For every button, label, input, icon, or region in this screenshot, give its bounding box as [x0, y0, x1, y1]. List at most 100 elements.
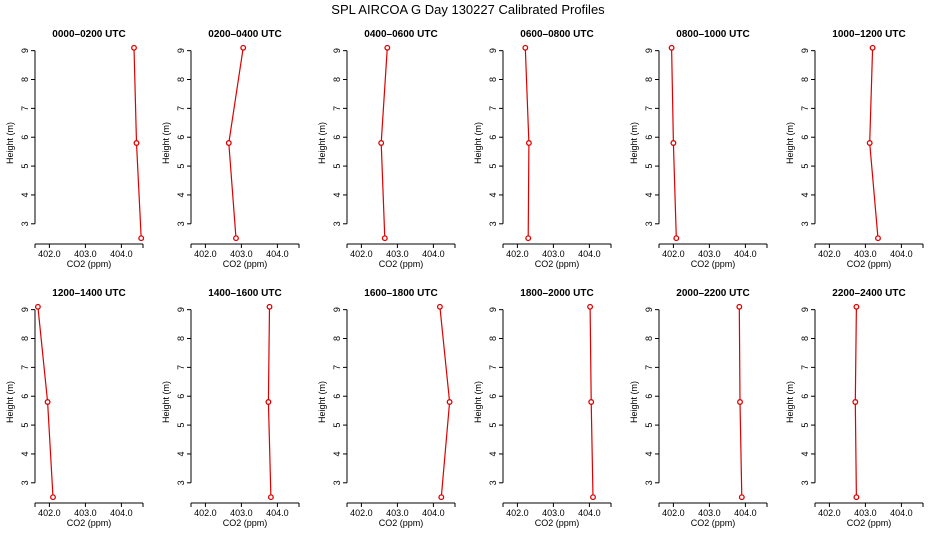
- profile-point: [50, 494, 56, 501]
- y-axis-label: Height (m): [473, 381, 483, 423]
- y-tick-label: 7: [20, 106, 30, 111]
- x-tick-label: 402.0: [194, 249, 217, 259]
- y-tick-label: 4: [332, 192, 342, 197]
- profile-point: [670, 140, 677, 146]
- y-tick-label: 3: [176, 221, 186, 226]
- y-tick-label: 8: [332, 77, 342, 82]
- x-axis-label: CO2 (ppm): [67, 518, 112, 528]
- y-tick-label: 5: [20, 423, 30, 428]
- y-tick-label: 3: [20, 221, 30, 226]
- x-axis-label: CO2 (ppm): [379, 518, 424, 528]
- y-tick-label: 6: [800, 135, 810, 140]
- y-tick-label: 7: [488, 365, 498, 370]
- y-tick-label: 5: [176, 164, 186, 169]
- profile-point: [853, 494, 860, 501]
- y-tick-label: 9: [332, 48, 342, 53]
- y-axis-label: Height (m): [785, 122, 795, 164]
- x-tick-label: 403.0: [74, 249, 97, 259]
- y-tick-label: 3: [644, 221, 654, 226]
- x-tick-label: 402.0: [818, 508, 841, 518]
- x-tick-label: 402.0: [506, 249, 529, 259]
- y-tick-label: 4: [800, 192, 810, 197]
- profile-point: [525, 235, 532, 242]
- y-tick-label: 5: [176, 423, 186, 428]
- y-tick-label: 5: [644, 423, 654, 428]
- profile-point: [869, 44, 876, 51]
- x-tick-label: 404.0: [110, 249, 133, 259]
- y-tick-label: 9: [800, 307, 810, 312]
- profile-point: [590, 494, 596, 501]
- y-tick-label: 5: [800, 164, 810, 169]
- y-tick-label: 7: [800, 365, 810, 370]
- x-tick-label: 402.0: [38, 508, 61, 518]
- y-tick-label: 6: [644, 135, 654, 140]
- profile-point: [138, 235, 145, 242]
- panel-title: 2200–2400 UTC: [832, 288, 905, 299]
- profile-point: [436, 303, 443, 310]
- y-tick-label: 8: [488, 336, 498, 341]
- profile-point: [673, 235, 680, 242]
- y-tick-label: 7: [176, 106, 186, 111]
- y-tick-label: 3: [176, 480, 186, 485]
- y-tick-label: 5: [20, 164, 30, 169]
- profile-point: [384, 44, 391, 51]
- x-tick-label: 403.0: [854, 249, 877, 259]
- profile-point: [875, 235, 881, 242]
- profile-point: [240, 44, 247, 51]
- y-tick-label: 6: [488, 135, 498, 140]
- profile-point: [853, 303, 860, 310]
- y-tick-label: 7: [332, 106, 342, 111]
- profile-point: [267, 494, 274, 501]
- x-tick-label: 402.0: [818, 249, 841, 259]
- x-tick-label: 404.0: [734, 249, 757, 259]
- y-tick-label: 9: [332, 307, 342, 312]
- y-tick-label: 5: [800, 423, 810, 428]
- y-tick-label: 5: [488, 423, 498, 428]
- y-tick-label: 7: [332, 365, 342, 370]
- y-tick-label: 3: [644, 480, 654, 485]
- x-axis-label: CO2 (ppm): [691, 259, 736, 269]
- y-tick-label: 4: [20, 192, 30, 197]
- y-axis-label: Height (m): [5, 381, 15, 423]
- y-tick-label: 9: [20, 307, 30, 312]
- y-axis-label: Height (m): [5, 122, 15, 164]
- x-tick-label: 403.0: [542, 249, 565, 259]
- y-tick-label: 9: [488, 48, 498, 53]
- y-axis-label: Height (m): [161, 381, 171, 423]
- x-tick-label: 402.0: [38, 249, 61, 259]
- y-tick-label: 6: [176, 135, 186, 140]
- y-tick-label: 8: [176, 336, 186, 341]
- y-tick-label: 4: [176, 192, 186, 197]
- profile-point: [587, 303, 594, 310]
- profile-point: [866, 140, 873, 146]
- x-tick-label: 403.0: [698, 508, 721, 518]
- y-tick-label: 3: [488, 480, 498, 485]
- y-tick-label: 9: [176, 307, 186, 312]
- x-axis-label: CO2 (ppm): [379, 259, 424, 269]
- profile-point: [34, 303, 41, 310]
- y-tick-label: 6: [20, 135, 30, 140]
- panel-title: 0200–0400 UTC: [208, 29, 281, 40]
- profile-point: [265, 399, 272, 405]
- y-tick-label: 8: [488, 77, 498, 82]
- y-tick-label: 4: [488, 451, 498, 456]
- profile-point: [381, 235, 388, 242]
- x-axis-label: CO2 (ppm): [691, 518, 736, 528]
- x-tick-label: 404.0: [578, 249, 601, 259]
- x-tick-label: 404.0: [422, 508, 445, 518]
- x-axis-label: CO2 (ppm): [535, 518, 580, 528]
- panel-title: 0800–1000 UTC: [676, 29, 749, 40]
- y-tick-label: 9: [488, 307, 498, 312]
- y-tick-label: 5: [488, 164, 498, 169]
- x-axis-label: CO2 (ppm): [223, 518, 268, 528]
- x-axis-label: CO2 (ppm): [223, 259, 268, 269]
- x-tick-label: 404.0: [422, 249, 445, 259]
- x-tick-label: 403.0: [542, 508, 565, 518]
- figure-title: SPL AIRCOA G Day 130227 Calibrated Profi…: [331, 2, 605, 17]
